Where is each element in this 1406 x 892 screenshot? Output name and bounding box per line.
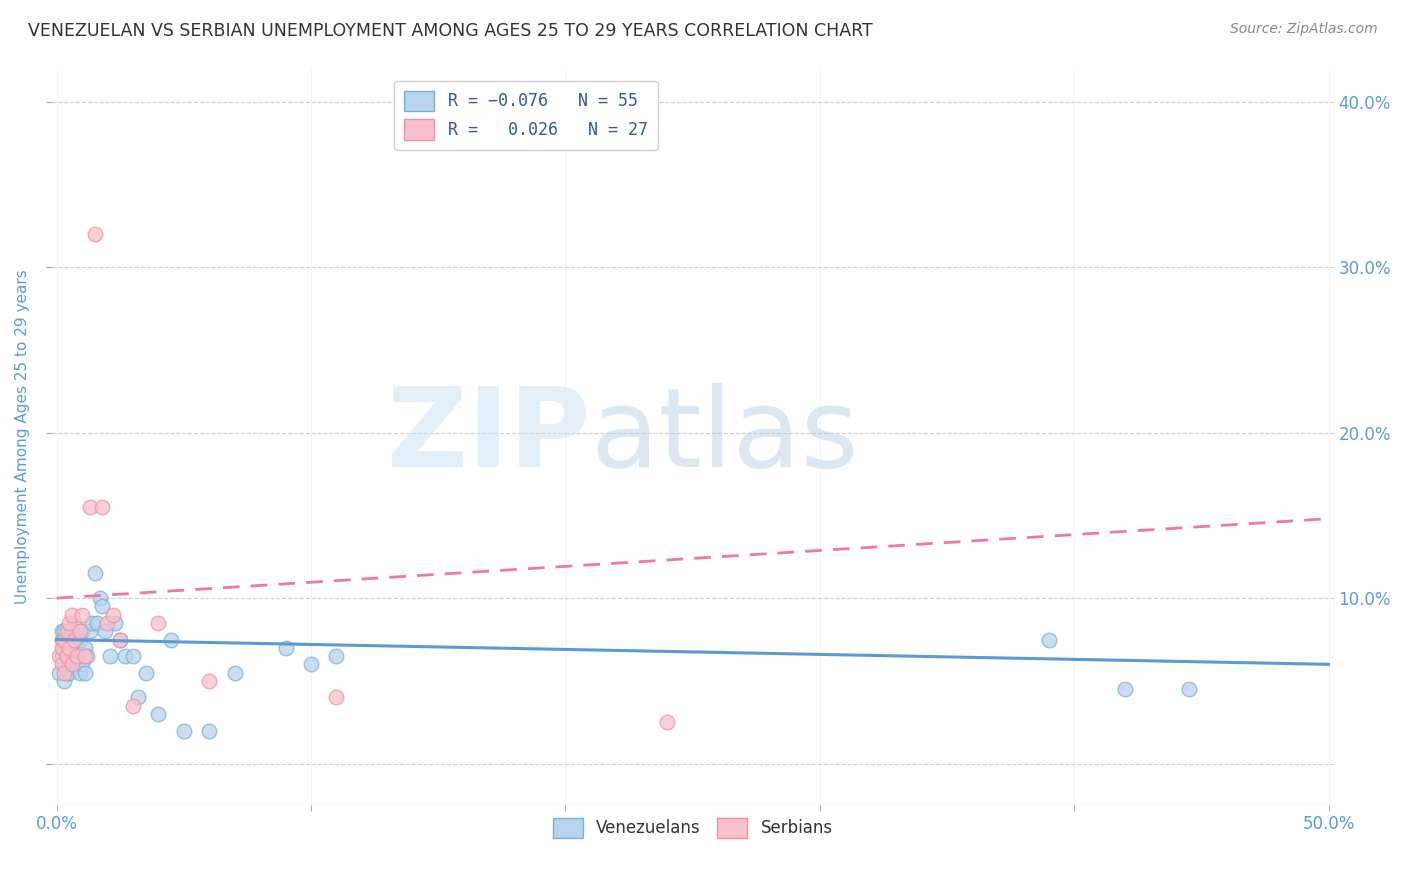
Point — [70, 624, 93, 639]
Point — [299, 657, 322, 672]
Text: atlas: atlas — [591, 384, 859, 491]
Point — [70, 607, 93, 622]
Point — [91, 599, 114, 614]
Point — [56, 648, 79, 663]
Point — [73, 665, 96, 680]
Point — [69, 624, 91, 639]
Point — [51, 624, 73, 639]
Point — [63, 632, 86, 647]
Point — [1038, 632, 1060, 647]
Point — [101, 607, 124, 622]
Point — [63, 648, 86, 663]
Point — [82, 615, 104, 630]
Point — [173, 723, 195, 738]
Point — [83, 227, 105, 241]
Point — [56, 632, 79, 647]
Point — [60, 624, 83, 639]
Point — [48, 648, 70, 663]
Point — [58, 648, 80, 663]
Point — [53, 624, 76, 639]
Point — [73, 640, 96, 655]
Point — [53, 632, 76, 647]
Legend: Venezuelans, Serbians: Venezuelans, Serbians — [546, 811, 839, 845]
Point — [58, 624, 80, 639]
Point — [53, 657, 76, 672]
Point — [56, 648, 79, 663]
Point — [104, 615, 127, 630]
Point — [58, 640, 80, 655]
Point — [108, 632, 131, 647]
Point — [56, 624, 79, 639]
Point — [148, 615, 170, 630]
Point — [66, 640, 89, 655]
Point — [60, 657, 83, 672]
Point — [91, 500, 114, 515]
Point — [135, 665, 157, 680]
Point — [66, 648, 89, 663]
Point — [51, 657, 73, 672]
Point — [127, 690, 149, 705]
Point — [73, 648, 96, 663]
Point — [51, 632, 73, 647]
Point — [83, 566, 105, 581]
Point — [274, 640, 297, 655]
Point — [198, 723, 221, 738]
Point — [70, 657, 93, 672]
Point — [89, 591, 111, 606]
Point — [66, 657, 89, 672]
Point — [58, 615, 80, 630]
Point — [51, 640, 73, 655]
Point — [56, 665, 79, 680]
Point — [94, 624, 117, 639]
Point — [76, 648, 98, 663]
Point — [58, 657, 80, 672]
Point — [148, 706, 170, 721]
Point — [51, 648, 73, 663]
Text: ZIP: ZIP — [387, 384, 591, 491]
Point — [60, 657, 83, 672]
Text: Source: ZipAtlas.com: Source: ZipAtlas.com — [1230, 22, 1378, 37]
Point — [63, 615, 86, 630]
Point — [60, 640, 83, 655]
Point — [122, 698, 145, 713]
Point — [98, 648, 121, 663]
Point — [655, 715, 678, 730]
Point — [114, 648, 136, 663]
Point — [86, 615, 108, 630]
Point — [53, 665, 76, 680]
Point — [58, 665, 80, 680]
Point — [79, 624, 101, 639]
Point — [60, 607, 83, 622]
Point — [198, 673, 221, 688]
Point — [160, 632, 183, 647]
Point — [56, 640, 79, 655]
Point — [53, 640, 76, 655]
Point — [48, 665, 70, 680]
Point — [79, 500, 101, 515]
Point — [96, 615, 118, 630]
Text: VENEZUELAN VS SERBIAN UNEMPLOYMENT AMONG AGES 25 TO 29 YEARS CORRELATION CHART: VENEZUELAN VS SERBIAN UNEMPLOYMENT AMONG… — [28, 22, 873, 40]
Y-axis label: Unemployment Among Ages 25 to 29 years: Unemployment Among Ages 25 to 29 years — [15, 269, 30, 604]
Point — [325, 648, 347, 663]
Point — [122, 648, 145, 663]
Point — [224, 665, 246, 680]
Point — [53, 673, 76, 688]
Point — [69, 665, 91, 680]
Point — [1114, 682, 1136, 697]
Point — [1177, 682, 1199, 697]
Point — [108, 632, 131, 647]
Point — [325, 690, 347, 705]
Point — [69, 632, 91, 647]
